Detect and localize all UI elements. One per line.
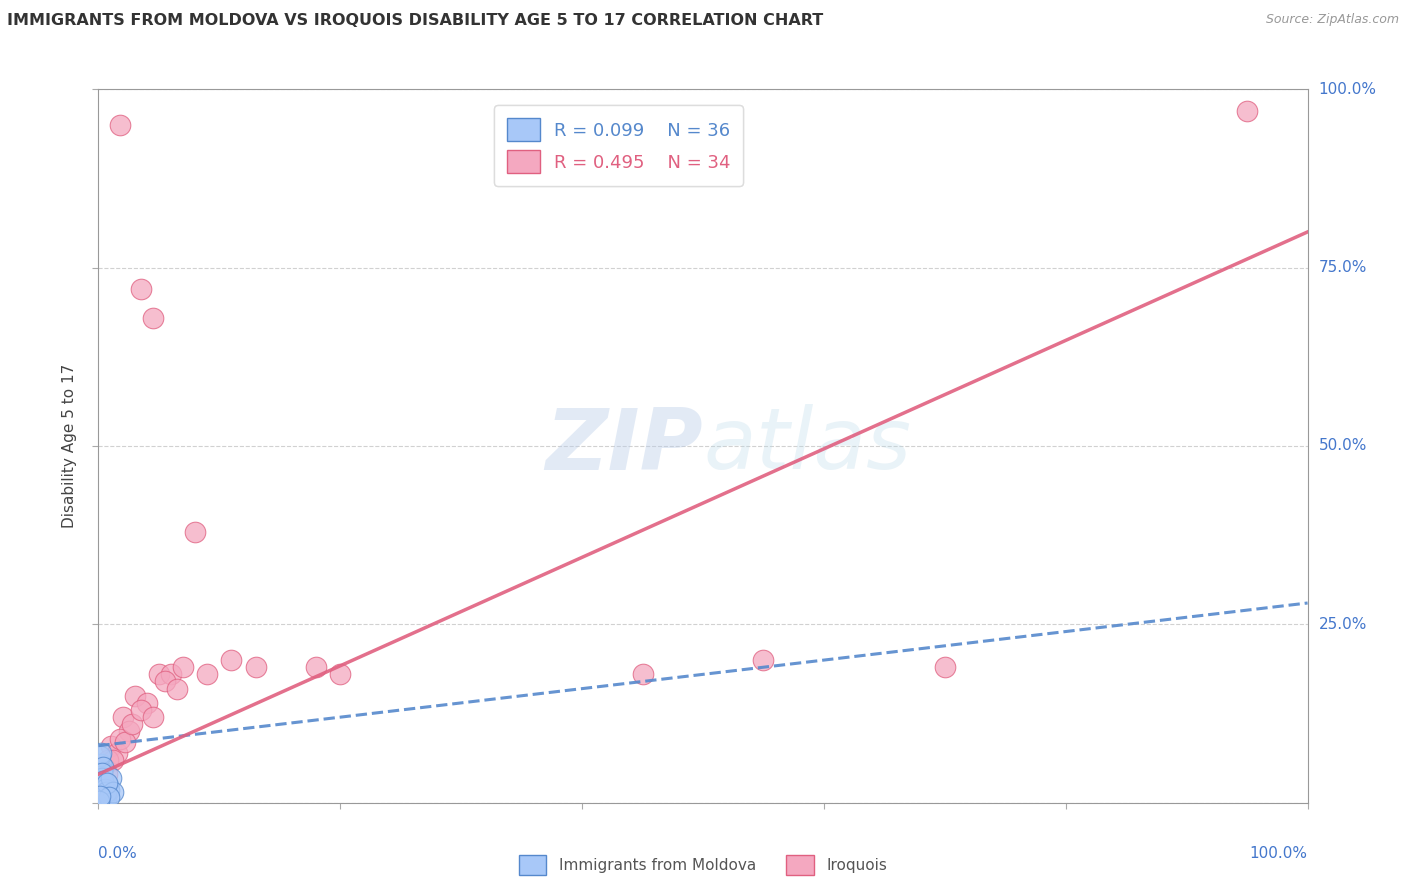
Point bbox=[91, 783, 114, 797]
Point bbox=[91, 765, 114, 780]
Point bbox=[752, 653, 775, 667]
Point bbox=[89, 749, 111, 764]
Point bbox=[97, 790, 120, 805]
Point bbox=[98, 783, 121, 797]
Point bbox=[91, 774, 114, 789]
Point bbox=[93, 781, 115, 796]
Point bbox=[90, 746, 112, 760]
Point bbox=[148, 667, 170, 681]
Y-axis label: Disability Age 5 to 17: Disability Age 5 to 17 bbox=[62, 364, 77, 528]
Point bbox=[305, 660, 328, 674]
Point bbox=[96, 776, 118, 790]
Point bbox=[89, 769, 111, 783]
Point bbox=[108, 118, 131, 132]
Point bbox=[101, 753, 124, 767]
Point bbox=[96, 791, 118, 805]
Text: 50.0%: 50.0% bbox=[1319, 439, 1367, 453]
Point bbox=[153, 674, 176, 689]
Point bbox=[89, 767, 111, 781]
Point bbox=[94, 790, 117, 805]
Point bbox=[91, 764, 114, 778]
Point bbox=[100, 771, 122, 785]
Point bbox=[93, 789, 115, 803]
Point bbox=[142, 710, 165, 724]
Text: ZIP: ZIP bbox=[546, 404, 703, 488]
Point bbox=[1236, 103, 1258, 118]
Point bbox=[108, 731, 131, 746]
Point bbox=[94, 787, 117, 801]
Text: IMMIGRANTS FROM MOLDOVA VS IROQUOIS DISABILITY AGE 5 TO 17 CORRELATION CHART: IMMIGRANTS FROM MOLDOVA VS IROQUOIS DISA… bbox=[7, 13, 824, 29]
Point bbox=[142, 310, 165, 325]
Text: 25.0%: 25.0% bbox=[1319, 617, 1367, 632]
Point bbox=[91, 771, 114, 785]
Point bbox=[90, 780, 112, 794]
Point bbox=[93, 760, 115, 774]
Point bbox=[90, 771, 112, 785]
Text: 100.0%: 100.0% bbox=[1250, 846, 1308, 861]
Point bbox=[105, 746, 128, 760]
Point bbox=[121, 717, 143, 731]
Point bbox=[90, 756, 112, 771]
Point bbox=[111, 710, 134, 724]
Point bbox=[195, 667, 218, 681]
Point bbox=[184, 524, 207, 539]
Point bbox=[90, 771, 112, 785]
Point bbox=[100, 739, 122, 753]
Point bbox=[124, 689, 146, 703]
Point bbox=[129, 282, 152, 296]
Point bbox=[94, 785, 117, 799]
Point bbox=[118, 724, 141, 739]
Point bbox=[87, 785, 110, 799]
Text: atlas: atlas bbox=[703, 404, 911, 488]
Point bbox=[90, 787, 112, 801]
Text: 75.0%: 75.0% bbox=[1319, 260, 1367, 275]
Point bbox=[166, 681, 188, 696]
Point bbox=[97, 753, 120, 767]
Point bbox=[96, 767, 118, 781]
Point bbox=[93, 774, 115, 789]
Point bbox=[87, 794, 110, 808]
Text: Source: ZipAtlas.com: Source: ZipAtlas.com bbox=[1265, 13, 1399, 27]
Point bbox=[91, 760, 114, 774]
Point bbox=[91, 781, 114, 796]
Point bbox=[89, 792, 111, 806]
Point bbox=[135, 696, 157, 710]
Text: 0.0%: 0.0% bbox=[98, 846, 138, 861]
Legend: Immigrants from Moldova, Iroquois: Immigrants from Moldova, Iroquois bbox=[513, 849, 893, 880]
Point bbox=[114, 735, 136, 749]
Point bbox=[172, 660, 194, 674]
Point bbox=[89, 778, 111, 792]
Point bbox=[129, 703, 152, 717]
Point bbox=[245, 660, 267, 674]
Point bbox=[93, 785, 115, 799]
Point bbox=[97, 778, 120, 792]
Point bbox=[101, 785, 124, 799]
Point bbox=[934, 660, 956, 674]
Point bbox=[160, 667, 183, 681]
Point bbox=[329, 667, 352, 681]
Point bbox=[221, 653, 243, 667]
Point bbox=[89, 789, 111, 803]
Point bbox=[90, 776, 112, 790]
Point bbox=[631, 667, 654, 681]
Point bbox=[89, 790, 111, 805]
Text: 100.0%: 100.0% bbox=[1319, 82, 1376, 96]
